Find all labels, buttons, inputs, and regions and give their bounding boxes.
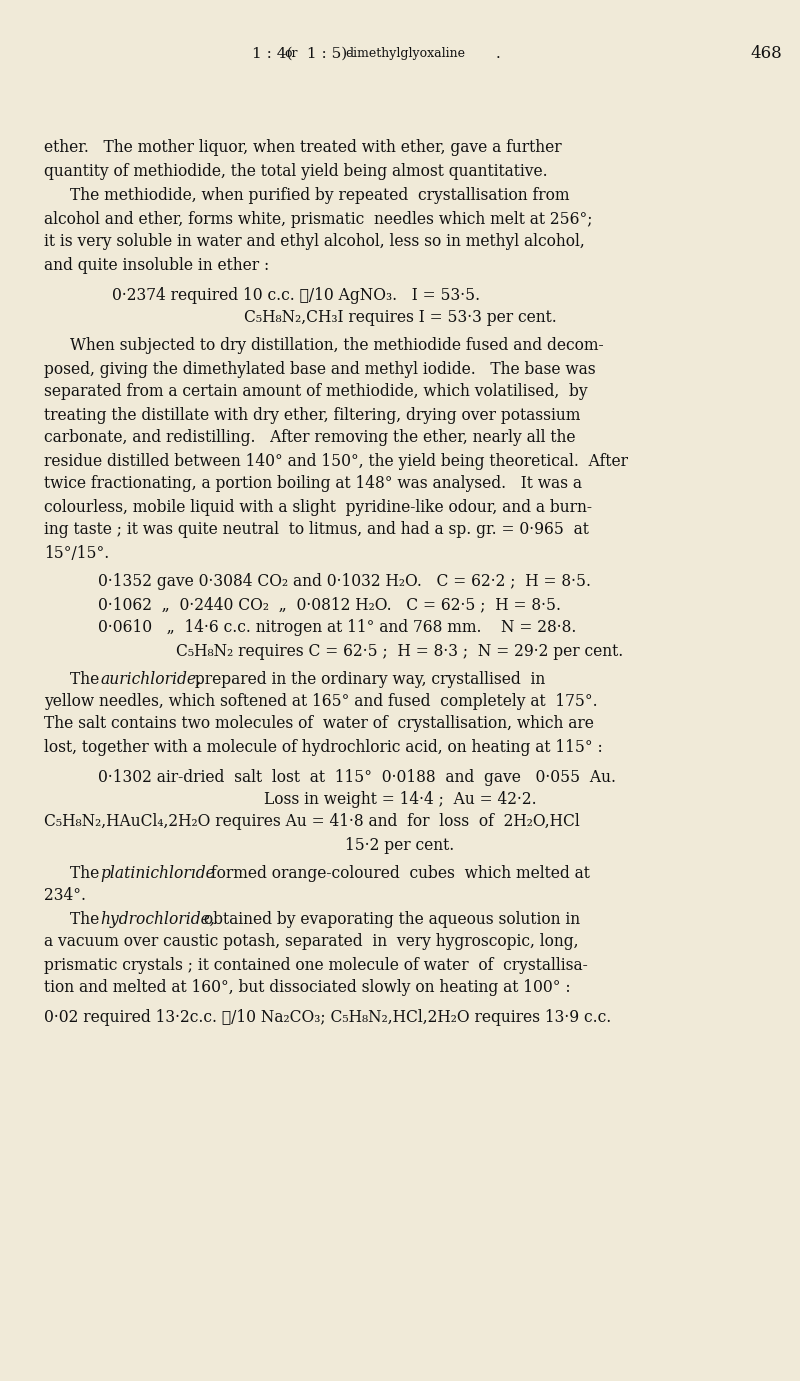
Text: 15·2 per cent.: 15·2 per cent. bbox=[346, 837, 454, 853]
Text: C₅H₈N₂,HAuCl₄,2H₂O requires Au = 41·8 and  for  loss  of  2H₂O,HCl: C₅H₈N₂,HAuCl₄,2H₂O requires Au = 41·8 an… bbox=[44, 813, 580, 830]
Text: obtained by evaporating the aqueous solution in: obtained by evaporating the aqueous solu… bbox=[199, 910, 580, 928]
Text: hydrochloride,: hydrochloride, bbox=[100, 910, 214, 928]
Text: ing taste ; it was quite neutral  to litmus, and had a sp. gr. = 0·965  at: ing taste ; it was quite neutral to litm… bbox=[44, 522, 589, 539]
Text: 0·2374 required 10 c.c. ℹ/10 AgNO₃.   I = 53·5.: 0·2374 required 10 c.c. ℹ/10 AgNO₃. I = … bbox=[112, 287, 480, 304]
Text: lost, together with a molecule of hydrochloric acid, on heating at 115° :: lost, together with a molecule of hydroc… bbox=[44, 739, 602, 755]
Text: 0·0610   „  14·6 c.c. nitrogen at 11° and 768 mm.    N = 28·8.: 0·0610 „ 14·6 c.c. nitrogen at 11° and 7… bbox=[98, 620, 577, 637]
Text: The methiodide, when purified by repeated  crystallisation from: The methiodide, when purified by repeate… bbox=[70, 188, 569, 204]
Text: When subjected to dry distillation, the methiodide fused and decom-: When subjected to dry distillation, the … bbox=[70, 337, 603, 355]
Text: 0·1352 gave 0·3084 CO₂ and 0·1032 H₂O.   C = 62·2 ;  H = 8·5.: 0·1352 gave 0·3084 CO₂ and 0·1032 H₂O. C… bbox=[98, 573, 591, 591]
Text: Loss in weight = 14·4 ;  Au = 42·2.: Loss in weight = 14·4 ; Au = 42·2. bbox=[264, 791, 536, 808]
Text: dimethylglyoxaline: dimethylglyoxaline bbox=[346, 47, 466, 61]
Text: 1 : 5)-: 1 : 5)- bbox=[302, 47, 353, 61]
Text: prepared in the ordinary way, crystallised  in: prepared in the ordinary way, crystallis… bbox=[190, 671, 546, 688]
Text: platinichlorıde: platinichlorıde bbox=[100, 865, 214, 881]
Text: or: or bbox=[284, 47, 298, 61]
Text: yellow needles, which softened at 165° and fused  completely at  175°.: yellow needles, which softened at 165° a… bbox=[44, 693, 598, 710]
Text: posed, giving the dimethylated base and methyl iodide.   The base was: posed, giving the dimethylated base and … bbox=[44, 360, 596, 377]
Text: 0·02 required 13·2c.c. ℹ/10 Na₂CO₃; C₅H₈N₂,HCl,2H₂O requires 13·9 c.c.: 0·02 required 13·2c.c. ℹ/10 Na₂CO₃; C₅H₈… bbox=[44, 1010, 611, 1026]
Text: 1 : 4(: 1 : 4( bbox=[252, 47, 293, 61]
Text: ether.   The mother liquor, when treated with ether, gave a further: ether. The mother liquor, when treated w… bbox=[44, 139, 562, 156]
Text: alcohol and ether, forms white, prismatic  needles which melt at 256°;: alcohol and ether, forms white, prismati… bbox=[44, 210, 593, 228]
Text: separated from a certain amount of methiodide, which volatilised,  by: separated from a certain amount of methi… bbox=[44, 384, 588, 400]
Text: aurichloride,: aurichloride, bbox=[100, 671, 201, 688]
Text: The: The bbox=[70, 865, 104, 881]
Text: 15°/15°.: 15°/15°. bbox=[44, 544, 110, 562]
Text: The: The bbox=[70, 671, 104, 688]
Text: C₅H₈N₂ requires C = 62·5 ;  H = 8·3 ;  N = 29·2 per cent.: C₅H₈N₂ requires C = 62·5 ; H = 8·3 ; N =… bbox=[176, 642, 624, 660]
Text: .: . bbox=[496, 47, 501, 61]
Text: 234°.: 234°. bbox=[44, 888, 86, 905]
Text: quantity of methiodide, the total yield being almost quantitative.: quantity of methiodide, the total yield … bbox=[44, 163, 548, 180]
Text: twice fractionating, a portion boiling at 148° was analysed.   It was a: twice fractionating, a portion boiling a… bbox=[44, 475, 582, 493]
Text: 0·1302 air-dried  salt  lost  at  115°  0·0188  and  gave   0·055  Au.: 0·1302 air-dried salt lost at 115° 0·018… bbox=[98, 769, 616, 787]
Text: formed orange-coloured  cubes  which melted at: formed orange-coloured cubes which melte… bbox=[206, 865, 590, 881]
Text: carbonate, and redistilling.   After removing the ether, nearly all the: carbonate, and redistilling. After remov… bbox=[44, 429, 575, 446]
Text: and quite insoluble in ether :: and quite insoluble in ether : bbox=[44, 257, 270, 273]
Text: The salt contains two molecules of  water of  crystallisation, which are: The salt contains two molecules of water… bbox=[44, 715, 594, 732]
Text: 468: 468 bbox=[750, 46, 782, 62]
Text: a vacuum over caustic potash, separated  in  very hygroscopic, long,: a vacuum over caustic potash, separated … bbox=[44, 934, 578, 950]
Text: tion and melted at 160°, but dissociated slowly on heating at 100° :: tion and melted at 160°, but dissociated… bbox=[44, 979, 570, 997]
Text: C₅H₈N₂,CH₃I requires I = 53·3 per cent.: C₅H₈N₂,CH₃I requires I = 53·3 per cent. bbox=[244, 309, 556, 326]
Text: residue distilled between 140° and 150°, the yield being theoretical.  After: residue distilled between 140° and 150°,… bbox=[44, 453, 628, 470]
Text: it is very soluble in water and ethyl alcohol, less so in methyl alcohol,: it is very soluble in water and ethyl al… bbox=[44, 233, 585, 250]
Text: The: The bbox=[70, 910, 104, 928]
Text: treating the distillate with dry ether, filtering, drying over potassium: treating the distillate with dry ether, … bbox=[44, 406, 580, 424]
Text: prismatic crystals ; it contained one molecule of water  of  crystallisa-: prismatic crystals ; it contained one mo… bbox=[44, 957, 588, 974]
Text: 0·1062  „  0·2440 CO₂  „  0·0812 H₂O.   C = 62·5 ;  H = 8·5.: 0·1062 „ 0·2440 CO₂ „ 0·0812 H₂O. C = 62… bbox=[98, 597, 562, 613]
Text: colourless, mobile liquid with a slight  pyridine-like odour, and a burn-: colourless, mobile liquid with a slight … bbox=[44, 499, 592, 515]
